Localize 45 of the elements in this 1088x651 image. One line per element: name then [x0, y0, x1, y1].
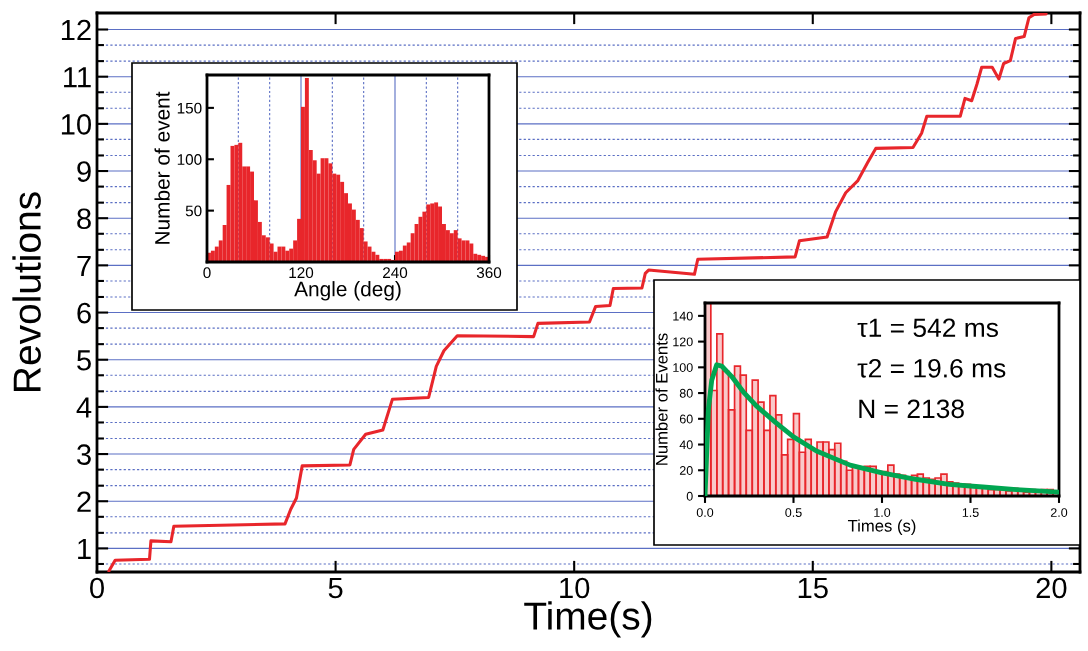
- x-tick-label: 0: [203, 267, 211, 279]
- annotation: τ2 = 19.6 ms: [857, 358, 1006, 378]
- y-tick-label: 100: [177, 154, 202, 165]
- x-tick-label: 1.5: [962, 508, 979, 517]
- y-tick-label: 11: [64, 67, 91, 88]
- y-tick-label: 9: [77, 161, 91, 182]
- y-tick-label: 140: [673, 311, 693, 321]
- x-tick-label: 20: [1036, 577, 1067, 599]
- y-axis-title: Number of Events: [655, 333, 668, 465]
- y-tick-label: 150: [177, 102, 202, 114]
- x-tick-label: 240: [383, 267, 408, 279]
- annotation: τ1 = 542 ms: [857, 318, 998, 338]
- x-tick-label: 0.5: [785, 508, 802, 517]
- x-tick-label: 360: [476, 267, 502, 279]
- y-tick-label: 120: [673, 337, 693, 347]
- x-axis-title: Times (s): [847, 519, 916, 535]
- x-tick-label: 120: [289, 267, 314, 279]
- y-tick-label: 0: [686, 491, 693, 501]
- y-tick-label: 20: [679, 466, 693, 475]
- y-tick-label: 40: [679, 440, 693, 450]
- annotation: N = 2138: [859, 399, 964, 419]
- y-tick-label: 6: [77, 302, 91, 324]
- y-tick-label: 5: [77, 350, 91, 371]
- y-tick-label: 1: [78, 538, 91, 559]
- y-axis-title: Revolutions: [12, 192, 41, 391]
- x-axis-title: Time(s): [524, 601, 652, 638]
- y-tick-label: 100: [673, 363, 693, 372]
- y-tick-label: 3: [77, 444, 91, 465]
- y-tick-label: 12: [61, 19, 91, 41]
- y-tick-label: 8: [77, 208, 91, 230]
- y-axis-title: Number of event: [154, 91, 170, 244]
- x-tick-label: 2.0: [1050, 508, 1068, 517]
- y-tick-label: 7: [77, 255, 91, 276]
- x-tick-label: 0.0: [696, 508, 714, 517]
- x-tick-label: 1.0: [874, 508, 891, 517]
- x-axis-title: Angle (deg): [294, 281, 401, 301]
- y-tick-label: 60: [679, 414, 693, 424]
- x-tick-label: 10: [560, 577, 590, 599]
- y-tick-label: 50: [185, 205, 202, 217]
- y-tick-label: 2: [77, 491, 91, 512]
- x-tick-label: 5: [328, 577, 343, 599]
- x-tick-label: 15: [798, 577, 828, 599]
- y-tick-label: 10: [61, 114, 91, 135]
- y-tick-label: 4: [76, 397, 92, 418]
- y-tick-label: 80: [679, 388, 693, 398]
